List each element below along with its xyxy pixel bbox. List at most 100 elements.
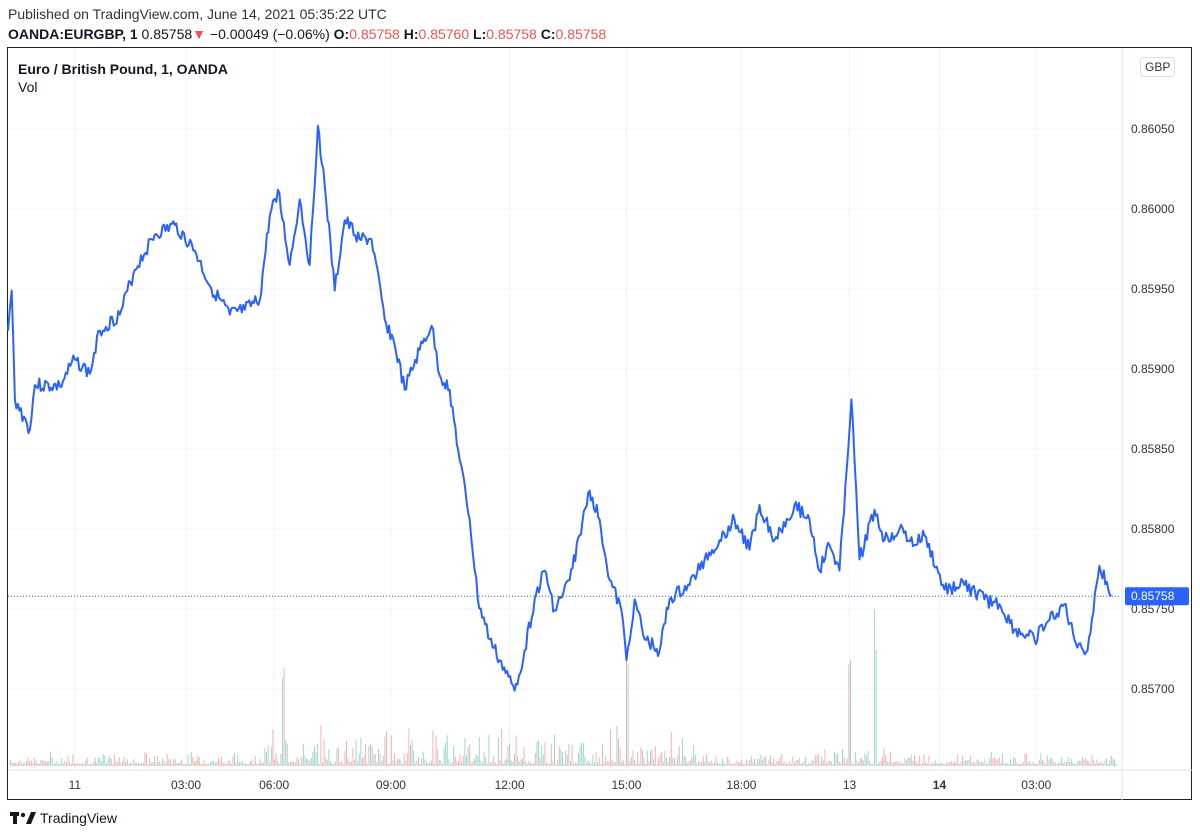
volume-bar (387, 763, 389, 766)
volume-bar (83, 763, 85, 766)
volume-bar (395, 762, 397, 766)
volume-bar (822, 760, 824, 766)
volume-bar (894, 761, 896, 766)
volume-bar (50, 751, 51, 766)
volume-bar (155, 762, 157, 766)
volume-bar (1050, 757, 1051, 766)
price-tick-label: 0.85750 (1131, 602, 1175, 616)
volume-bar (896, 761, 898, 766)
low-value: 0.85758 (486, 26, 537, 42)
volume-bar (586, 762, 587, 766)
volume-bar (917, 763, 919, 766)
volume-bar (1002, 753, 1003, 766)
volume-bar (139, 763, 141, 766)
volume-bar (331, 763, 333, 766)
volume-bar (29, 761, 31, 766)
volume-bar (222, 762, 224, 766)
volume-bar (358, 753, 360, 766)
volume-bar (470, 762, 472, 766)
volume-bar (714, 762, 715, 766)
volume-bar (563, 763, 565, 766)
volume-bar (26, 761, 27, 766)
volume-bar (366, 763, 368, 766)
time-tick-label: 12:00 (495, 778, 525, 792)
volume-bar (626, 659, 627, 766)
volume-bar (106, 763, 107, 766)
volume-bar (450, 763, 451, 766)
volume-bar (846, 758, 848, 766)
volume-bar (509, 743, 511, 766)
volume-bar (595, 752, 597, 766)
tradingview-logo-icon (10, 812, 36, 824)
volume-bar (1066, 762, 1067, 766)
volume-bar (814, 755, 816, 766)
volume-bar (1059, 762, 1061, 766)
volume-bar (541, 745, 543, 766)
volume-bar (890, 752, 891, 766)
volume-bar (685, 757, 687, 766)
volume-bar (1115, 763, 1117, 766)
volume-bar (186, 763, 187, 766)
volume-bar (787, 763, 789, 766)
volume-bar (173, 759, 175, 766)
volume-bar (605, 756, 607, 766)
volume-bar (789, 761, 791, 766)
volume-bar (203, 760, 205, 766)
volume-bar (952, 763, 954, 766)
volume-bar (182, 763, 184, 766)
volume-bar (899, 761, 901, 766)
volume-bar (298, 759, 299, 766)
volume-bar (133, 759, 135, 766)
volume-bar (342, 763, 344, 766)
time-tick-label: 13 (843, 778, 857, 792)
volume-bar (1099, 761, 1101, 766)
volume-bar (826, 763, 827, 766)
volume-bar (459, 754, 461, 766)
volume-bar (856, 760, 858, 766)
currency-badge[interactable]: GBP (1140, 57, 1176, 77)
volume-bar (893, 762, 895, 766)
volume-bar (710, 760, 712, 766)
volume-bar (402, 763, 403, 766)
volume-bar (451, 762, 453, 766)
volume-bar (1074, 763, 1075, 766)
price-tick-label: 0.85900 (1131, 362, 1175, 376)
volume-bar (347, 758, 349, 766)
volume-bar (448, 759, 450, 766)
volume-bar (707, 761, 709, 766)
volume-bar (414, 763, 416, 766)
open-label: O: (333, 26, 350, 42)
volume-bar (240, 762, 242, 766)
volume-bar (699, 762, 701, 766)
volume-bar (302, 743, 304, 766)
volume-bar (690, 760, 691, 766)
volume-bar (1096, 759, 1098, 766)
volume-bar (208, 763, 210, 766)
volume-bar (918, 755, 920, 766)
volume-bar (350, 761, 352, 766)
volume-bar (779, 757, 781, 766)
volume-bar (67, 755, 69, 766)
volume-bar (283, 667, 285, 766)
volume-bar (165, 763, 167, 766)
time-tick-label: 06:00 (259, 778, 289, 792)
volume-bar (179, 762, 181, 766)
volume-bar (24, 762, 26, 766)
volume-bar (306, 758, 307, 766)
volume-bar (590, 763, 592, 766)
volume-bar (760, 754, 762, 766)
volume-bar (318, 763, 320, 766)
volume-bar (98, 757, 99, 766)
volume-bar (773, 758, 775, 766)
volume-bar (360, 737, 362, 766)
volume-bar (720, 763, 722, 766)
volume-bar (70, 763, 72, 766)
volume-bar (1013, 757, 1015, 766)
volume-bar (962, 756, 963, 766)
volume-bar (816, 756, 818, 766)
volume-bar (827, 761, 829, 766)
time-tick-label: 03:00 (171, 778, 201, 792)
volume-bar (502, 763, 504, 766)
volume-bar (842, 749, 843, 766)
